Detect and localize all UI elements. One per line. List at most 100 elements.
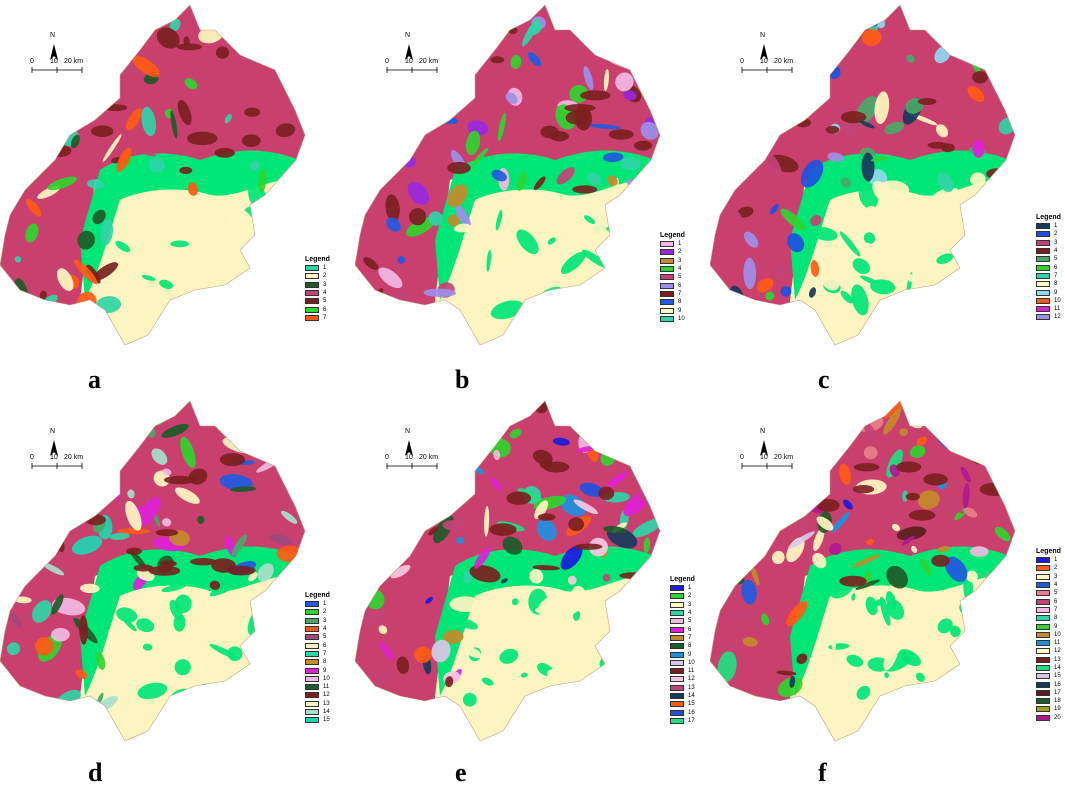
legend-item: 4: [660, 265, 685, 273]
land-unit-patch: [790, 475, 811, 494]
land-unit-patch: [629, 448, 651, 460]
ridge-patch: [215, 46, 230, 59]
land-unit-patch: [874, 91, 890, 125]
land-unit-patch: [587, 172, 602, 185]
land-unit-patch: [224, 113, 232, 124]
land-unit-patch: [42, 498, 51, 508]
land-unit-patch: [851, 284, 869, 316]
land-unit-patch: [813, 527, 825, 551]
land-unit-patch: [162, 518, 172, 527]
land-unit-patch: [811, 226, 838, 241]
land-unit-patch: [810, 215, 822, 227]
land-unit-patch: [455, 617, 479, 630]
land-unit-patch: [812, 552, 827, 569]
land-unit-patch: [761, 613, 770, 626]
land-unit-patch: [267, 447, 277, 457]
legend-label: 7: [688, 634, 692, 641]
ridge-patch: [565, 110, 589, 125]
north-label: N: [760, 32, 766, 39]
legend-label: 7: [323, 314, 327, 321]
land-unit-patch: [409, 208, 427, 226]
legend-swatch: [660, 257, 674, 264]
land-unit-patch: [71, 535, 103, 555]
land-unit-patch: [812, 644, 830, 662]
land-unit-patch: [969, 546, 989, 558]
land-unit-patch: [985, 680, 998, 697]
legend-label: 10: [678, 315, 685, 322]
land-unit-patch: [591, 21, 616, 39]
land-unit-patch: [32, 600, 52, 623]
legend-label: 8: [1054, 615, 1058, 622]
land-unit-patch: [589, 23, 602, 41]
legend-item: 7: [305, 650, 330, 658]
land-unit-patch: [556, 167, 575, 185]
land-unit-patch: [899, 428, 908, 437]
land-unit-patch: [710, 504, 738, 531]
ridge-patch: [795, 118, 811, 128]
land-unit-patch: [820, 269, 840, 291]
land-unit-patch: [377, 672, 390, 685]
legend-item: 20: [1036, 714, 1061, 722]
scale-tick-label: 20 km: [774, 58, 794, 65]
legend-label: 1: [1054, 557, 1058, 564]
ridge-patch: [376, 93, 408, 100]
land-unit-patch: [966, 38, 990, 50]
land-unit-patch: [886, 565, 908, 589]
land-unit-patch: [11, 32, 21, 54]
land-unit-patch: [945, 5, 964, 25]
land-unit-patch: [448, 461, 465, 485]
land-unit-patch: [32, 428, 46, 447]
legend-item: 3: [670, 601, 695, 609]
ridge-patch: [13, 569, 28, 583]
land-unit-patch: [488, 23, 501, 34]
land-unit-patch: [502, 193, 513, 220]
land-unit-patch: [455, 204, 471, 229]
land-unit-patch: [920, 292, 929, 298]
land-unit-patch: [582, 249, 608, 268]
land-unit-patch: [865, 596, 878, 616]
land-unit-patch: [994, 23, 1015, 47]
land-unit-patch: [397, 256, 406, 264]
land-unit-patch: [534, 500, 549, 520]
land-unit-patch: [602, 526, 627, 534]
legend-item: 4: [670, 609, 695, 617]
land-unit-patch: [95, 67, 105, 74]
ridge-patch: [853, 463, 880, 472]
ridge-patch: [148, 565, 181, 576]
land-unit-patch: [901, 535, 915, 546]
land-unit-patch: [619, 223, 650, 239]
legend-item: 2: [660, 248, 685, 256]
land-unit-patch: [125, 108, 143, 131]
land-unit-patch: [421, 101, 436, 116]
land-unit-patch: [511, 598, 519, 606]
land-unit-patch: [884, 672, 889, 679]
land-unit-patch: [756, 76, 770, 86]
land-unit-patch: [107, 413, 116, 426]
land-unit-patch: [417, 112, 442, 124]
land-unit-patch: [447, 214, 460, 227]
land-unit-patch: [391, 518, 403, 537]
land-unit-patch: [839, 463, 852, 485]
land-unit-patch: [771, 550, 785, 565]
land-unit-patch: [10, 612, 22, 628]
land-unit-patch: [607, 175, 618, 186]
scale-tick-label: 10: [405, 58, 413, 65]
scale-tick-label: 20 km: [64, 58, 84, 65]
land-unit-patch: [573, 499, 598, 515]
legend-item: 7: [1036, 606, 1061, 614]
legend-label: 3: [1054, 239, 1058, 246]
land-unit-patch: [209, 644, 239, 659]
land-unit-patch: [547, 237, 556, 245]
land-unit-patch: [248, 572, 258, 582]
ridge-patch: [446, 429, 464, 443]
land-unit-patch: [962, 482, 970, 509]
legend-title: Legend: [660, 232, 685, 239]
legend-label: 5: [1054, 256, 1058, 263]
north-label: N: [50, 428, 56, 435]
land-unit-patch: [474, 546, 491, 569]
land-unit-patch: [770, 204, 779, 215]
land-unit-patch: [773, 97, 795, 106]
land-unit-patch: [962, 289, 983, 316]
legend-item: 1: [670, 584, 695, 592]
legend-item: 9: [305, 666, 330, 674]
